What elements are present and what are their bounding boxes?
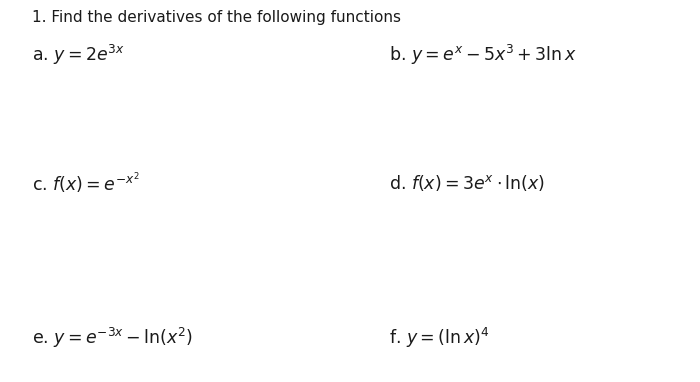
Text: 1. Find the derivatives of the following functions: 1. Find the derivatives of the following… [32,10,400,24]
Text: b. $y = e^{x} - 5x^{3} + 3\ln x$: b. $y = e^{x} - 5x^{3} + 3\ln x$ [389,43,577,68]
Text: a. $y = 2e^{3x}$: a. $y = 2e^{3x}$ [32,43,125,68]
Text: f. $y =  (\ln x)^{4}$: f. $y = (\ln x)^{4}$ [389,326,489,350]
Text: c. $f(x) = e^{-x^{2}}$: c. $f(x) = e^{-x^{2}}$ [32,171,139,196]
Text: e. $y = e^{-3x} - \ln(x^{2})$: e. $y = e^{-3x} - \ln(x^{2})$ [32,326,193,350]
Text: d. $f(x) =  3e^{x} \cdot \ln(x)$: d. $f(x) = 3e^{x} \cdot \ln(x)$ [389,173,545,193]
